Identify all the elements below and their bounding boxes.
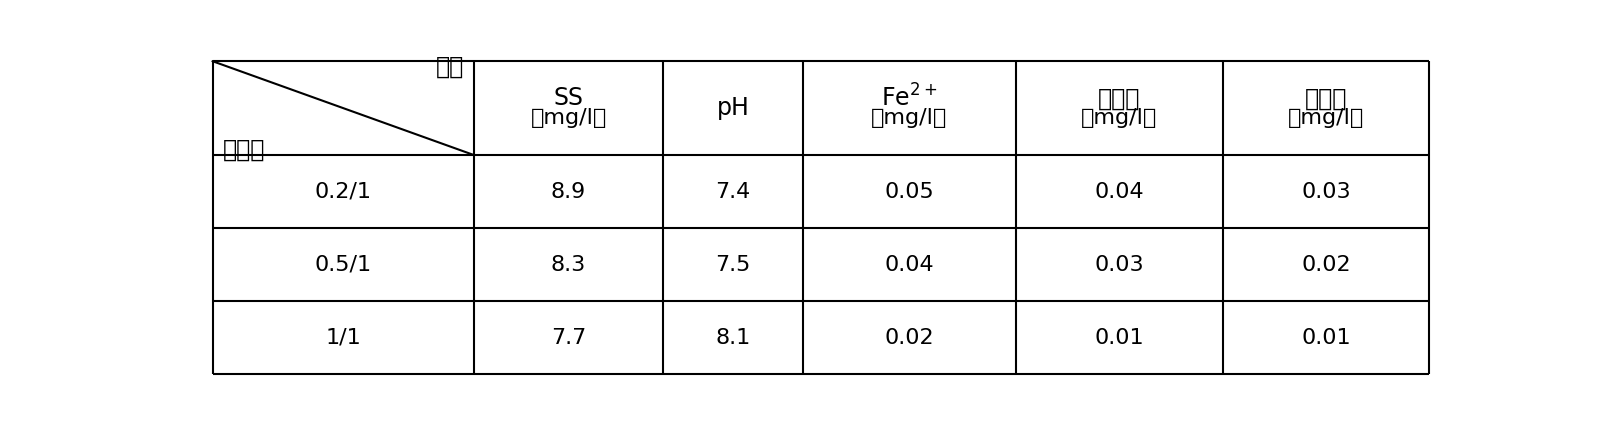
Text: SS: SS (554, 86, 583, 110)
Text: 0.02: 0.02 (1301, 255, 1350, 275)
Text: （mg/l）: （mg/l） (1081, 108, 1157, 128)
Text: 硫化物: 硫化物 (1097, 86, 1141, 110)
Text: 气水比: 气水比 (223, 138, 264, 162)
Text: （mg/l）: （mg/l） (530, 108, 607, 128)
Text: 0.03: 0.03 (1094, 255, 1144, 275)
Text: 0.04: 0.04 (1094, 182, 1144, 202)
Text: 7.4: 7.4 (714, 182, 750, 202)
Text: 0.03: 0.03 (1301, 182, 1350, 202)
Text: 0.5/1: 0.5/1 (316, 255, 372, 275)
Text: 水质: 水质 (436, 55, 465, 79)
Text: 0.04: 0.04 (884, 255, 934, 275)
Text: 0.2/1: 0.2/1 (316, 182, 372, 202)
Text: 1/1: 1/1 (325, 328, 362, 348)
Text: Fe$^{2+}$: Fe$^{2+}$ (881, 85, 937, 112)
Text: （mg/l）: （mg/l） (871, 108, 947, 128)
Text: 0.02: 0.02 (884, 328, 934, 348)
Text: 0.05: 0.05 (884, 182, 934, 202)
Text: 0.01: 0.01 (1301, 328, 1350, 348)
Text: pH: pH (716, 96, 750, 120)
Text: （mg/l）: （mg/l） (1288, 108, 1363, 128)
Text: 8.3: 8.3 (551, 255, 586, 275)
Text: 0.01: 0.01 (1094, 328, 1144, 348)
Text: 7.5: 7.5 (714, 255, 750, 275)
Text: 8.1: 8.1 (714, 328, 750, 348)
Text: 7.7: 7.7 (551, 328, 586, 348)
Text: 挥发酚: 挥发酚 (1304, 86, 1347, 110)
Text: 8.9: 8.9 (551, 182, 586, 202)
